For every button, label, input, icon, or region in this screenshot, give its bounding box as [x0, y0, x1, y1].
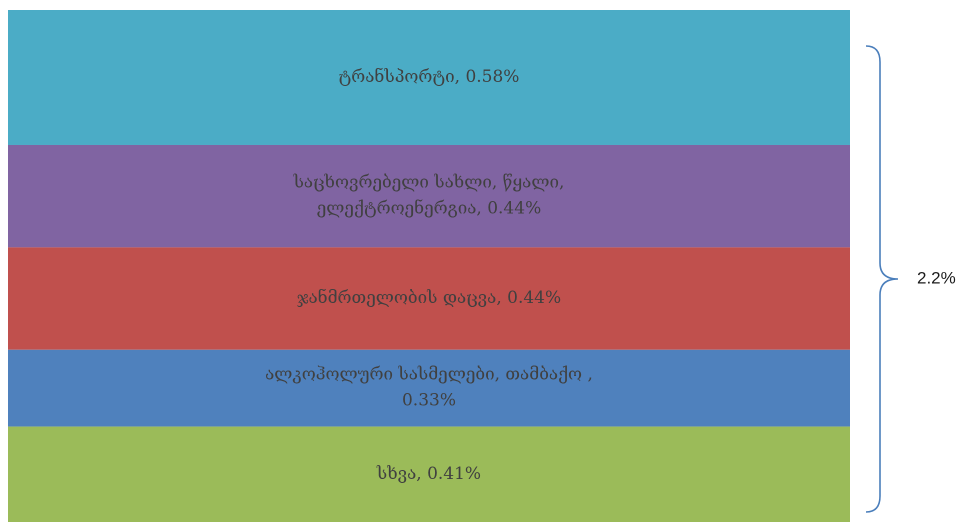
- segment-label-2-line-1: საცხოვრებელი სახლი, წყალი,: [293, 173, 565, 193]
- segment-label-1-line-1: ტრანსპორტი, 0.58%: [339, 67, 520, 87]
- bar-segment-4: [8, 349, 850, 427]
- segment-label-3-line-1: ჯანმრთელობის დაცვა, 0.44%: [297, 288, 561, 308]
- bar-segment-1: [8, 10, 850, 145]
- total-label: 2.2%: [917, 268, 956, 287]
- bar-segment-5: [8, 426, 850, 522]
- segment-label-4-line-2: 0.33%: [402, 391, 456, 411]
- total-brace: [865, 45, 899, 513]
- segment-label-4-line-1: ალკოჰოლური სასმელები, თამბაქო ,: [265, 365, 593, 385]
- bar-segments: ტრანსპორტი, 0.58% საცხოვრებელი სახლი, წყა…: [8, 10, 850, 522]
- segment-label-5-line-1: სხვა, 0.41%: [376, 464, 481, 484]
- bar-segment-2: [8, 144, 850, 248]
- segment-label-2-line-2: ელექტროენერგია, 0.44%: [317, 199, 541, 219]
- bar-segment-3: [8, 247, 850, 350]
